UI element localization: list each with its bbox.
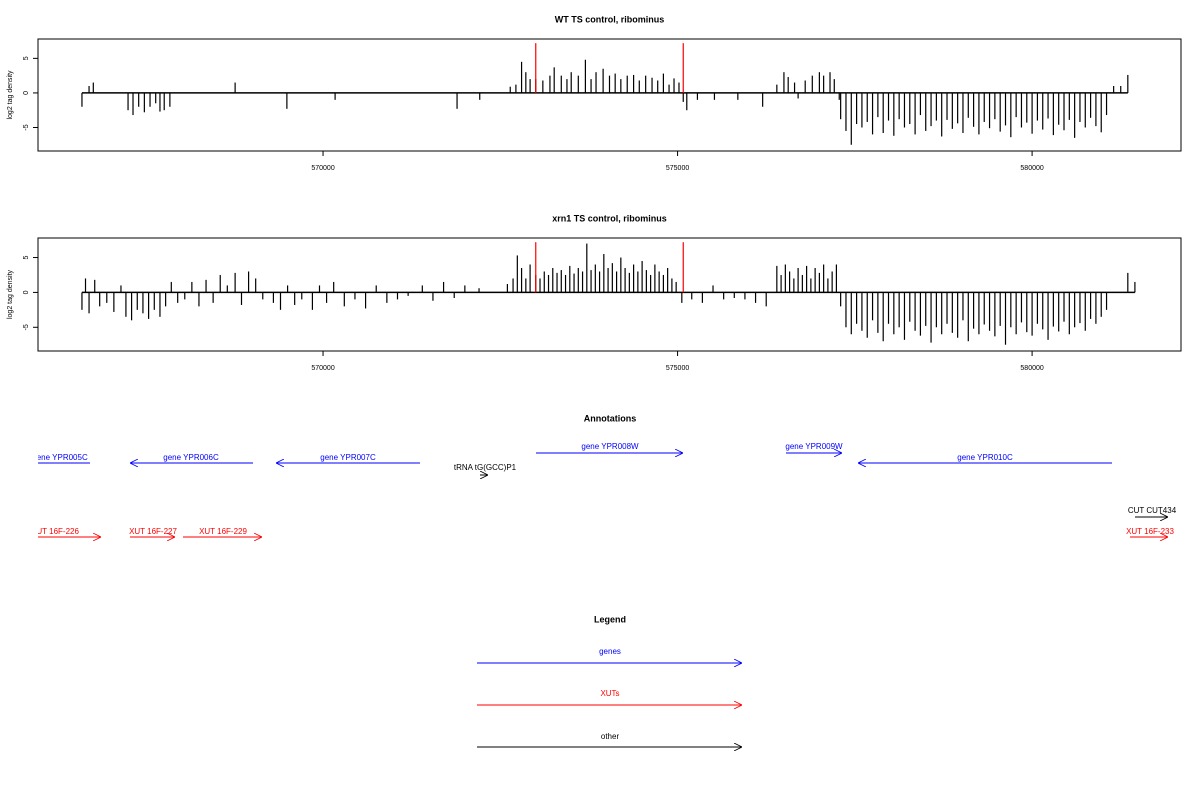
chart-title: WT TS control, ribominus (555, 14, 665, 24)
feature-label: XUT 16F-229 (199, 527, 247, 536)
x-tick-label: 575000 (666, 365, 689, 372)
y-tick-label: 0 (23, 91, 30, 95)
feature-label: CUT CUT434 (1128, 506, 1177, 515)
y-tick-label: 0 (23, 290, 30, 294)
feature-label: XUT 16F-226 (31, 527, 79, 536)
y-axis-label: log2 tag density (7, 269, 14, 319)
y-tick-label: -5 (23, 124, 30, 130)
x-tick-label: 580000 (1020, 165, 1043, 172)
plot-frame (37, 38, 1182, 152)
feature-label: gene YPR008W (581, 442, 639, 451)
legend-label: other (601, 732, 620, 741)
feature-label: gene YPR010C (957, 453, 1013, 462)
feature-label: gene YPR006C (163, 453, 219, 462)
legend-title: Legend (594, 614, 626, 624)
plot-frame (37, 237, 1182, 352)
feature-label: tRNA tG(GCC)P1 (454, 463, 517, 472)
x-tick-label: 570000 (311, 165, 334, 172)
feature-label: gene YPR009W (785, 442, 843, 451)
y-tick-label: -5 (23, 324, 30, 330)
annotations-title: Annotations (584, 413, 637, 423)
feature-label: XUT 16F-227 (129, 527, 177, 536)
x-tick-label: 570000 (311, 365, 334, 372)
y-tick-label: 5 (23, 255, 30, 259)
annotation-track: gene YPR005C gene YPR006C gene YPR007C t… (31, 442, 1177, 537)
chart-title: xrn1 TS control, ribominus (552, 213, 667, 223)
legend: Legend genes XUTs other (477, 614, 742, 747)
y-tick-label: 5 (23, 56, 30, 60)
x-tick-label: 580000 (1020, 365, 1043, 372)
legend-label: XUTs (600, 689, 619, 698)
y-axis-label: log2 tag density (7, 70, 14, 120)
x-tick-label: 575000 (666, 165, 689, 172)
feature-label: gene YPR007C (320, 453, 376, 462)
legend-label: genes (599, 647, 621, 656)
feature-label: gene YPR005C (32, 453, 88, 462)
feature-label: XUT 16F-233 (1126, 527, 1174, 536)
